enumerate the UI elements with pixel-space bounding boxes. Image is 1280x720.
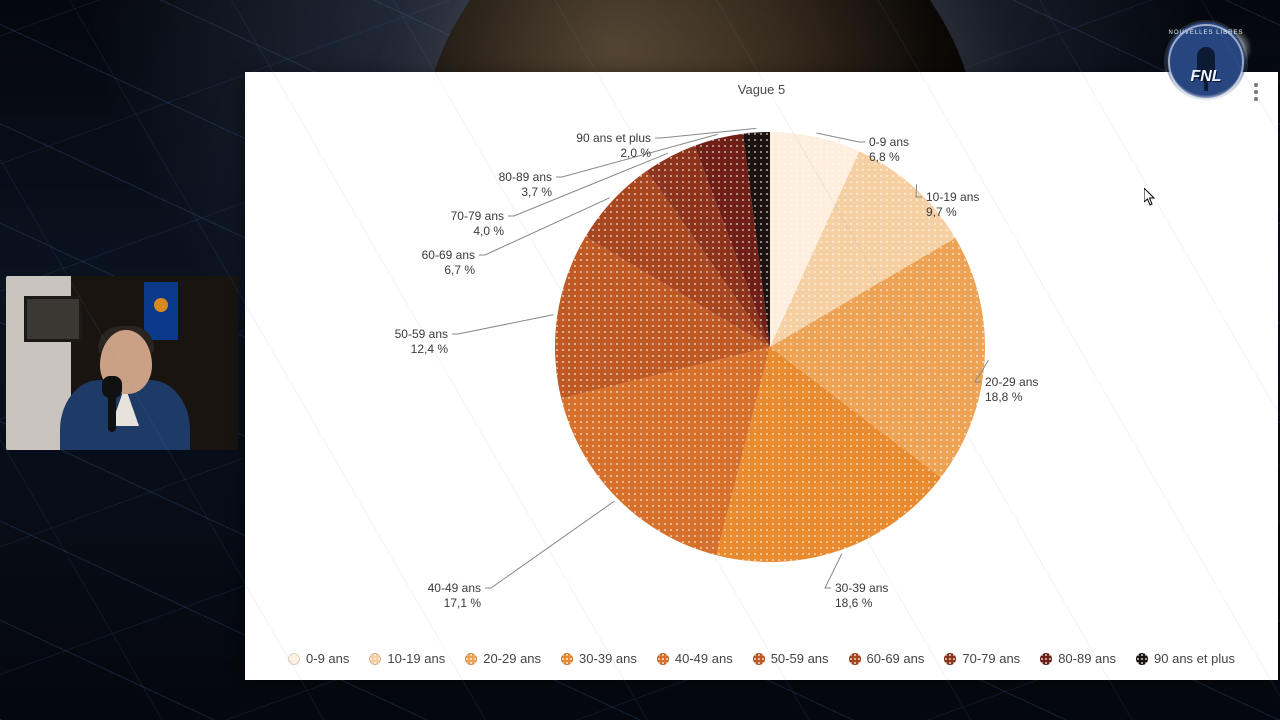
legend-item[interactable]: 50-59 ans: [753, 651, 829, 666]
legend-item[interactable]: 30-39 ans: [561, 651, 637, 666]
slice-label: 60-69 ans6,7 %: [422, 248, 475, 278]
legend-item[interactable]: 10-19 ans: [369, 651, 445, 666]
slice-label: 40-49 ans17,1 %: [428, 581, 481, 611]
chart-title: Vague 5: [245, 82, 1278, 97]
video-stage: Vague 5 0-9 ans 10-19 ans 20-29 ans 30-39 a…: [0, 0, 1280, 720]
legend-item[interactable]: 40-49 ans: [657, 651, 733, 666]
lens-flare: [1212, 28, 1252, 68]
slice-label: 20-29 ans18,8 %: [985, 375, 1038, 405]
legend-item[interactable]: 70-79 ans: [944, 651, 1020, 666]
slice-label: 90 ans et plus2,0 %: [576, 131, 651, 161]
chart-panel: Vague 5 0-9 ans 10-19 ans 20-29 ans 30-39 a…: [245, 72, 1278, 680]
slice-label: 0-9 ans6,8 %: [869, 135, 909, 165]
pie-chart: [555, 132, 985, 562]
chart-menu-button[interactable]: [1244, 80, 1268, 104]
slice-label: 70-79 ans4,0 %: [451, 209, 504, 239]
presenter-webcam: [6, 276, 238, 450]
legend-item[interactable]: 60-69 ans: [849, 651, 925, 666]
slice-label: 50-59 ans12,4 %: [395, 327, 448, 357]
legend-item[interactable]: 0-9 ans: [288, 651, 349, 666]
legend-item[interactable]: 90 ans et plus: [1136, 651, 1235, 666]
legend-item[interactable]: 20-29 ans: [465, 651, 541, 666]
chart-legend: 0-9 ans 10-19 ans 20-29 ans 30-39 ans 40-49 …: [245, 651, 1278, 666]
slice-label: 10-19 ans9,7 %: [926, 190, 979, 220]
legend-item[interactable]: 80-89 ans: [1040, 651, 1116, 666]
slice-label: 30-39 ans18,6 %: [835, 581, 888, 611]
slice-label: 80-89 ans3,7 %: [499, 170, 552, 200]
